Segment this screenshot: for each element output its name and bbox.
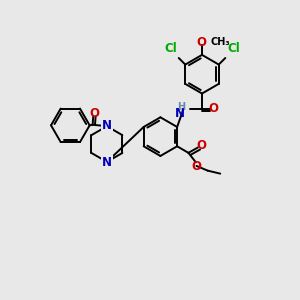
Text: H: H [177,103,185,112]
Text: O: O [196,139,206,152]
Text: Cl: Cl [164,42,177,55]
Text: O: O [208,103,219,116]
Text: N: N [102,119,112,132]
Text: O: O [196,36,206,49]
Text: N: N [176,106,185,120]
Text: N: N [102,156,112,169]
Text: CH₃: CH₃ [210,38,230,47]
Text: O: O [89,107,99,120]
Text: Cl: Cl [227,42,240,55]
Text: O: O [191,160,202,173]
